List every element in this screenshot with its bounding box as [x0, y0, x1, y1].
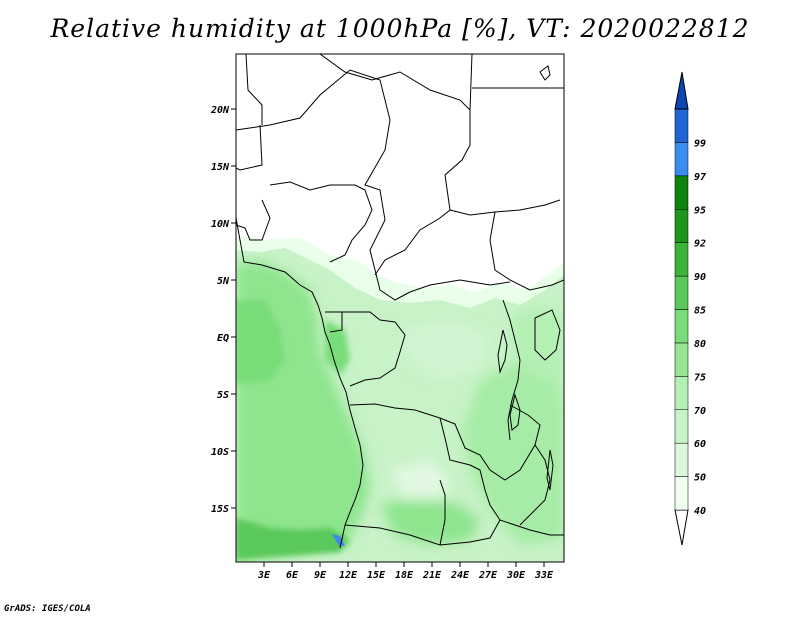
- lat-label: 15N: [211, 162, 230, 173]
- lat-label: 10N: [211, 219, 230, 230]
- lat-label: EQ: [217, 333, 229, 344]
- border-east-5: [409, 279, 511, 293]
- map-title: Relative humidity at 1000hPa [%], VT: 20…: [50, 14, 750, 43]
- axis-ticks: [231, 108, 545, 567]
- rh-shore-patch: [325, 320, 350, 375]
- colorbar-label: 97: [694, 172, 706, 183]
- lon-label: 12E: [339, 570, 358, 581]
- lon-label: 18E: [395, 570, 414, 581]
- colorbar-bin: [674, 175, 689, 210]
- border-central-4: [439, 404, 541, 481]
- colorbar-bin: [674, 442, 689, 477]
- colorbar-bin: [674, 108, 689, 143]
- longitude-labels: 3E 6E 9E 12E 15E 18E 21E 24E 27E 30E 33E: [257, 570, 554, 581]
- colorbar-bins: [674, 108, 689, 511]
- rh-gulf-patch: [236, 300, 285, 385]
- map-frame: [235, 53, 565, 563]
- colorbar-label: 70: [694, 406, 706, 417]
- credit-text: GrADS: IGES/COLA: [4, 604, 91, 614]
- border-east-6: [534, 309, 561, 361]
- colorbar-bin: [674, 342, 689, 377]
- colorbar-bin: [674, 275, 689, 310]
- border-north-1: [236, 69, 411, 301]
- colorbar-labels: 40 50 60 70 75 80 85 90 92 95 97 99: [694, 138, 706, 517]
- colorbar-label: 95: [694, 205, 706, 216]
- colorbar-label: 99: [694, 138, 706, 149]
- colorbar-top-cap: [674, 71, 689, 110]
- lat-label: 5S: [217, 390, 229, 401]
- lat-label: 5N: [217, 276, 230, 287]
- lon-label: 6E: [286, 570, 299, 581]
- lake-4: [539, 65, 551, 81]
- lat-label: 10S: [211, 447, 229, 458]
- colorbar-bin: [674, 476, 689, 511]
- lat-label: 20N: [210, 105, 230, 116]
- rh-fringe-layer: [236, 236, 564, 308]
- lat-label: 15S: [211, 504, 229, 515]
- lon-label: 24E: [450, 570, 470, 581]
- colorbar-bin: [674, 142, 689, 177]
- colorbar-label: 85: [694, 306, 706, 317]
- lon-label: 21E: [422, 570, 442, 581]
- colorbar-label: 75: [694, 372, 706, 383]
- lon-label: 33E: [534, 570, 554, 581]
- colorbar-bin: [674, 309, 689, 344]
- colorbar-bin: [674, 209, 689, 243]
- lon-label: 30E: [506, 570, 526, 581]
- colorbar-label: 40: [694, 506, 706, 517]
- border-west-small: [236, 199, 271, 241]
- border-north-2: [236, 124, 263, 171]
- lake-1: [497, 329, 508, 374]
- rh-central-patch: [400, 320, 490, 380]
- border-east-2: [374, 110, 471, 276]
- colorbar-bin: [674, 376, 689, 411]
- lon-label: 15E: [367, 570, 386, 581]
- lake-2: [509, 393, 521, 431]
- border-central-3: [349, 403, 564, 536]
- lon-label: 3E: [257, 570, 271, 581]
- lake-3: [546, 449, 554, 491]
- colorbar-label: 80: [694, 339, 706, 350]
- colorbar-label: 60: [694, 439, 706, 450]
- rh-high-spot: [332, 534, 345, 546]
- border-north-5: [269, 181, 373, 263]
- coastline-west: [236, 217, 364, 549]
- border-south-2: [439, 479, 446, 546]
- colorbar-bin: [674, 242, 689, 277]
- coastline-lake: [502, 299, 521, 441]
- latitude-labels: 20N 15N 10N 5N EQ 5S 10S 15S: [210, 105, 230, 515]
- rh-northeast-moist: [510, 305, 564, 380]
- humidity-field: [236, 236, 564, 562]
- colorbar-label: 50: [694, 473, 706, 484]
- colorbar-label: 90: [694, 272, 706, 283]
- border-central-2: [325, 311, 343, 333]
- border-east-4: [489, 211, 564, 291]
- border-north-3: [245, 54, 263, 125]
- rh-coast-strip: [236, 518, 350, 560]
- border-east-3: [449, 199, 561, 216]
- border-north-4: [319, 54, 473, 112]
- map-outlines: [236, 54, 564, 549]
- lon-label: 27E: [478, 570, 498, 581]
- lon-label: 9E: [314, 570, 327, 581]
- rh-south-moist: [380, 495, 480, 545]
- border-south-3: [519, 444, 551, 526]
- colorbar-bin: [674, 409, 689, 444]
- rh-inland-dry: [390, 460, 450, 500]
- colorbar-label: 92: [694, 239, 706, 250]
- colorbar: 40 50 60 70 75 80 85 90 92 95 97 99: [674, 71, 706, 546]
- border-central-1: [342, 311, 406, 387]
- colorbar-bottom-cap: [674, 509, 689, 546]
